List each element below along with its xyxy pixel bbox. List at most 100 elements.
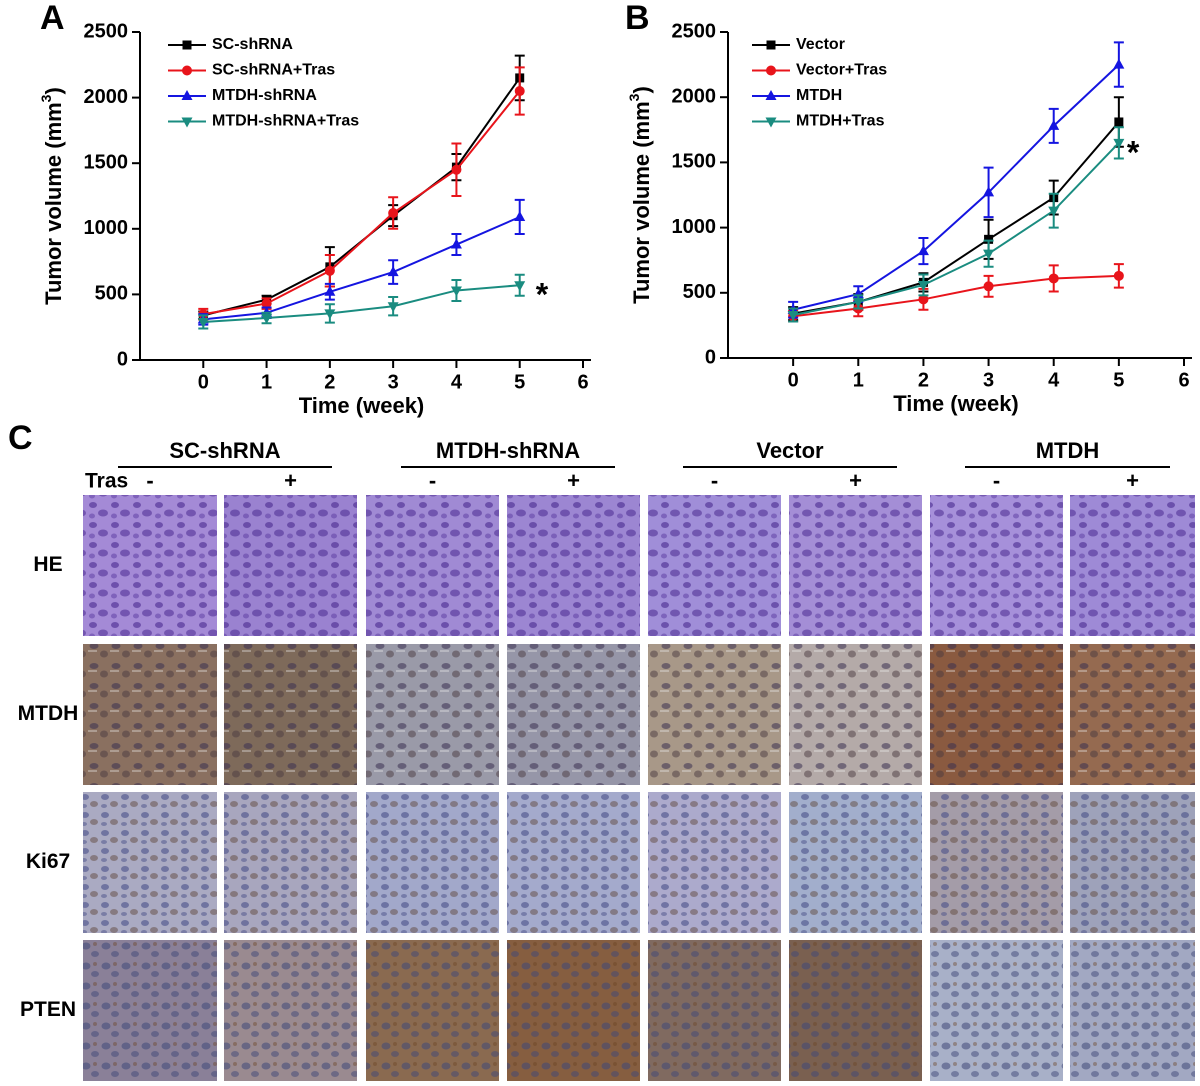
micrograph-texture: [224, 644, 357, 785]
group-label: SC-shRNA: [169, 438, 280, 463]
micrograph-texture: [83, 644, 217, 785]
legend-label: SC-shRNA+Tras: [212, 62, 335, 79]
x-tick-label: 3: [983, 369, 994, 391]
marker: [787, 310, 799, 321]
treatment-sign: +: [849, 468, 862, 493]
marker: [388, 208, 399, 219]
micrograph-texture: [789, 940, 922, 1081]
panel-letter: C: [8, 419, 33, 457]
micrograph-texture: [930, 644, 1063, 785]
marker: [917, 280, 929, 291]
y-axis-label-part: ): [629, 86, 654, 93]
panel-letter: A: [40, 0, 65, 37]
y-tick-label: 1000: [672, 216, 717, 238]
micrograph-texture: [366, 495, 499, 636]
legend-label: MTDH-shRNA: [212, 87, 317, 104]
marker: [261, 298, 272, 309]
x-tick-label: 5: [1113, 369, 1124, 391]
legend-marker: [766, 65, 776, 76]
marker: [983, 281, 994, 292]
treatment-sign: -: [429, 468, 436, 493]
micrograph-texture: [507, 644, 640, 785]
marker: [324, 309, 336, 320]
micrograph-texture: [224, 792, 357, 933]
x-tick-label: 0: [788, 369, 799, 391]
micrograph-texture: [648, 644, 781, 785]
panel-c: C Tras SC-shRNA MTDH-shRNA Vector MTDH - + - + -…: [8, 419, 1195, 1081]
group-label: Vector: [756, 438, 824, 463]
micrograph-texture: [83, 792, 217, 933]
micrograph-texture: [789, 495, 922, 636]
y-tick-label: 2000: [672, 85, 717, 107]
micrograph-texture: [507, 940, 640, 1081]
y-tick-label: 2500: [672, 20, 717, 42]
annotation: *: [536, 277, 549, 313]
y-axis-label-part: 3: [38, 94, 54, 102]
marker: [324, 285, 336, 296]
legend-label: MTDH-shRNA+Tras: [212, 113, 359, 130]
y-axis-label-part: 3: [626, 93, 642, 101]
marker: [983, 249, 995, 260]
legend-marker: [182, 40, 192, 50]
treatment-label: Tras: [85, 470, 128, 493]
series-line: [793, 274, 1119, 318]
marker: [514, 210, 526, 221]
legend-marker: [181, 117, 193, 128]
micrograph-texture: [648, 940, 781, 1081]
micrograph-texture: [930, 495, 1063, 636]
marker: [450, 286, 462, 297]
legend-marker: [765, 90, 777, 100]
marker: [197, 317, 209, 328]
treatment-sign: -: [711, 468, 718, 493]
micrograph-texture: [1070, 644, 1195, 785]
micrograph-texture: [507, 792, 640, 933]
y-tick-label: 500: [95, 283, 128, 305]
group-label: MTDH: [1036, 438, 1100, 463]
micrograph-texture: [366, 792, 499, 933]
series-line: [203, 216, 521, 321]
x-tick-label: 6: [1178, 369, 1189, 391]
marker: [984, 234, 994, 244]
y-tick-label: 1500: [672, 151, 717, 173]
group-label: MTDH-shRNA: [436, 438, 580, 463]
treatment-sign: +: [284, 468, 297, 493]
legend-marker: [181, 90, 193, 100]
row-label: PTEN: [20, 998, 76, 1021]
micrograph-texture: [789, 792, 922, 933]
annotation: *: [1127, 134, 1140, 170]
y-tick-label: 2500: [84, 20, 129, 42]
x-axis-label: Time (week): [299, 393, 425, 418]
y-axis-label: Tumor volume (mm3): [38, 87, 66, 305]
y-tick-label: 500: [683, 281, 716, 303]
x-axis-label: Time (week): [893, 391, 1019, 416]
micrograph-texture: [1070, 940, 1195, 1081]
marker: [261, 314, 273, 325]
micrograph-texture: [224, 940, 357, 1081]
x-tick-label: 2: [918, 369, 929, 391]
micrograph-texture: [83, 940, 217, 1081]
x-tick-label: 6: [577, 371, 588, 393]
row-label: MTDH: [18, 702, 79, 725]
micrograph-texture: [930, 792, 1063, 933]
legend-marker: [765, 117, 777, 128]
micrograph-texture: [224, 495, 357, 636]
micrograph-texture: [930, 940, 1063, 1081]
x-tick-label: 2: [324, 371, 335, 393]
micrograph-texture: [789, 644, 922, 785]
marker: [324, 265, 335, 276]
micrograph-texture: [366, 644, 499, 785]
row-label: HE: [33, 553, 62, 576]
micrograph-texture: [366, 940, 499, 1081]
micrograph-texture: [507, 495, 640, 636]
y-axis-label-part: Tumor volume (mm: [41, 102, 66, 305]
x-tick-label: 5: [514, 371, 525, 393]
micrograph-texture: [1070, 495, 1195, 636]
y-tick-label: 1500: [84, 151, 129, 173]
x-tick-label: 4: [451, 371, 463, 393]
x-tick-label: 1: [261, 371, 272, 393]
marker: [1114, 117, 1124, 127]
marker: [1048, 273, 1059, 284]
marker: [514, 281, 526, 292]
micrograph-texture: [1070, 792, 1195, 933]
